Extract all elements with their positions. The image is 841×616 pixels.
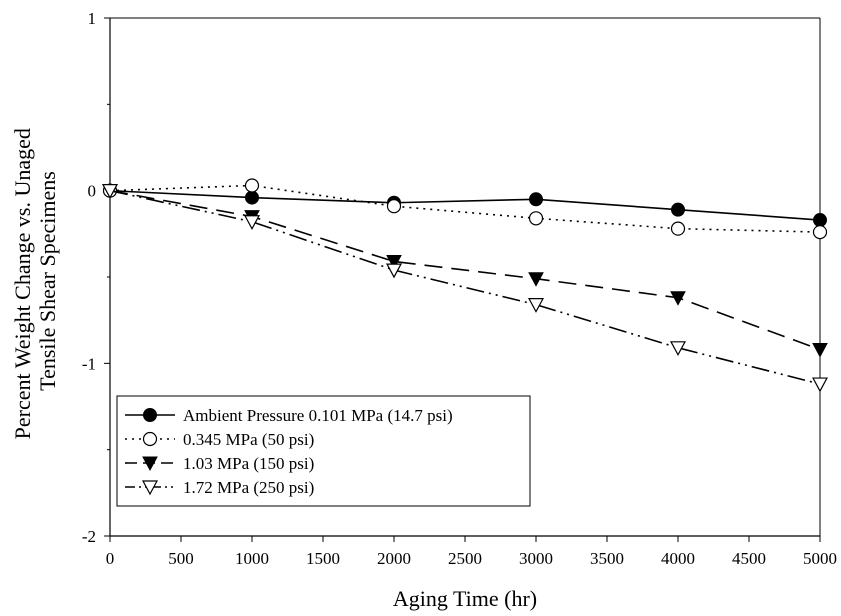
data-point (385, 263, 403, 279)
legend-label: Ambient Pressure 0.101 MPa (14.7 psi) (183, 406, 453, 425)
legend-marker (143, 408, 157, 422)
legend-label: 0.345 MPa (50 psi) (183, 430, 314, 449)
data-point (244, 178, 260, 193)
series-4 (101, 184, 829, 393)
x-tick-label: 3000 (519, 549, 553, 568)
y-tick-label: -1 (82, 354, 96, 373)
legend-entry: 1.72 MPa (250 psi) (125, 478, 314, 497)
legend-entry: 0.345 MPa (50 psi) (125, 430, 314, 449)
legend-label: 1.72 MPa (250 psi) (183, 478, 314, 497)
data-point (529, 192, 543, 207)
data-point (528, 211, 544, 226)
legend-marker (141, 480, 159, 496)
series-1 (103, 183, 827, 228)
legend-box (116, 395, 531, 507)
series-2 (102, 178, 828, 240)
data-point (527, 298, 545, 313)
data-point (669, 341, 687, 357)
x-tick-label: 2000 (377, 549, 411, 568)
legend-marker (142, 456, 158, 472)
y-axis-label: Percent Weight Change vs. Unaged Tensile… (10, 123, 60, 440)
y-tick-label: 0 (88, 182, 97, 201)
data-point (813, 213, 827, 228)
series-3 (102, 184, 828, 358)
x-tick-label: 0 (106, 549, 115, 568)
series-line (109, 184, 821, 233)
data-point (243, 215, 261, 231)
data-point (386, 254, 402, 270)
x-tick-label: 4000 (661, 549, 695, 568)
data-point (812, 343, 828, 358)
series-line (109, 189, 821, 351)
data-point (386, 199, 402, 214)
data-point (245, 190, 259, 205)
legend-entry: Ambient Pressure 0.101 MPa (14.7 psi) (125, 406, 453, 425)
x-tick-label: 1500 (306, 549, 340, 568)
y-tick-label: -2 (82, 527, 96, 546)
series-line (109, 189, 821, 385)
y-axis-label-line-1: Percent Weight Change vs. Unaged (10, 128, 35, 439)
legend-entry: 1.03 MPa (150 psi) (125, 454, 314, 473)
data-point (811, 377, 829, 393)
x-axis-label: Aging Time (hr) (393, 586, 537, 611)
x-tick-label: 2500 (448, 549, 482, 568)
data-point (812, 225, 828, 240)
legend-label: 1.03 MPa (150 psi) (183, 454, 314, 473)
y-axis-label-line-2: Tensile Shear Specimens (35, 171, 60, 391)
data-point (670, 221, 686, 236)
y-tick-label: 1 (88, 9, 97, 28)
x-tick-label: 4500 (732, 549, 766, 568)
data-point (671, 202, 685, 217)
x-tick-label: 3500 (590, 549, 624, 568)
data-point (101, 184, 119, 199)
x-tick-label: 500 (168, 549, 194, 568)
data-point (528, 272, 544, 287)
data-point (670, 291, 686, 306)
series-line (109, 189, 821, 221)
x-tick-label: 5000 (803, 549, 837, 568)
x-tick-label: 1000 (235, 549, 269, 568)
legend-marker (142, 431, 158, 447)
